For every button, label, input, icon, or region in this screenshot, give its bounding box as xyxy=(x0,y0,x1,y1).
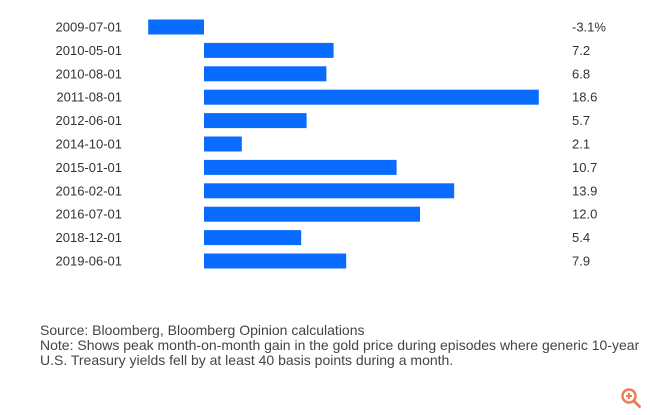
category-label: 2014-10-01 xyxy=(56,137,123,152)
bar xyxy=(204,230,302,246)
bar-chart: 2009-07-01 -3.1% 2010-05-01 7.2 2010-08-01 6.… xyxy=(56,19,606,269)
bar xyxy=(204,253,347,269)
bar xyxy=(204,113,307,129)
source-note: Source: Bloomberg, Bloomberg Opinion cal… xyxy=(40,322,365,338)
zoom-in-icon[interactable] xyxy=(620,387,642,409)
bar xyxy=(204,42,334,58)
category-label: 2015-01-01 xyxy=(56,160,123,175)
bar xyxy=(148,19,204,35)
bar xyxy=(204,136,242,152)
bar xyxy=(204,66,327,82)
category-label: 2016-02-01 xyxy=(56,183,123,198)
bar xyxy=(204,183,455,199)
bar xyxy=(204,159,397,175)
category-label: 2010-05-01 xyxy=(56,43,123,58)
chart-notes: Source: Bloomberg, Bloomberg Opinion cal… xyxy=(40,323,640,368)
value-label: 13.9 xyxy=(572,183,597,198)
value-label: 6.8 xyxy=(572,66,590,81)
category-label: 2011-08-01 xyxy=(56,90,122,105)
category-label: 2019-06-01 xyxy=(56,254,123,269)
value-label: 7.2 xyxy=(572,43,590,58)
value-label: 18.6 xyxy=(572,90,597,105)
footnote: Note: Shows peak month-on-month gain in … xyxy=(40,337,640,368)
category-label: 2012-06-01 xyxy=(56,113,123,128)
value-label: 12.0 xyxy=(572,207,597,222)
value-label: 2.1 xyxy=(572,137,590,152)
bar xyxy=(204,206,420,222)
value-label: -3.1% xyxy=(572,20,606,35)
category-label: 2009-07-01 xyxy=(56,20,123,35)
value-label: 5.4 xyxy=(572,230,590,245)
category-label: 2010-08-01 xyxy=(56,66,123,81)
value-label: 5.7 xyxy=(572,113,590,128)
bar xyxy=(204,89,539,105)
value-label: 7.9 xyxy=(572,254,590,269)
category-label: 2018-12-01 xyxy=(56,230,123,245)
category-label: 2016-07-01 xyxy=(56,207,123,222)
value-label: 10.7 xyxy=(572,160,597,175)
